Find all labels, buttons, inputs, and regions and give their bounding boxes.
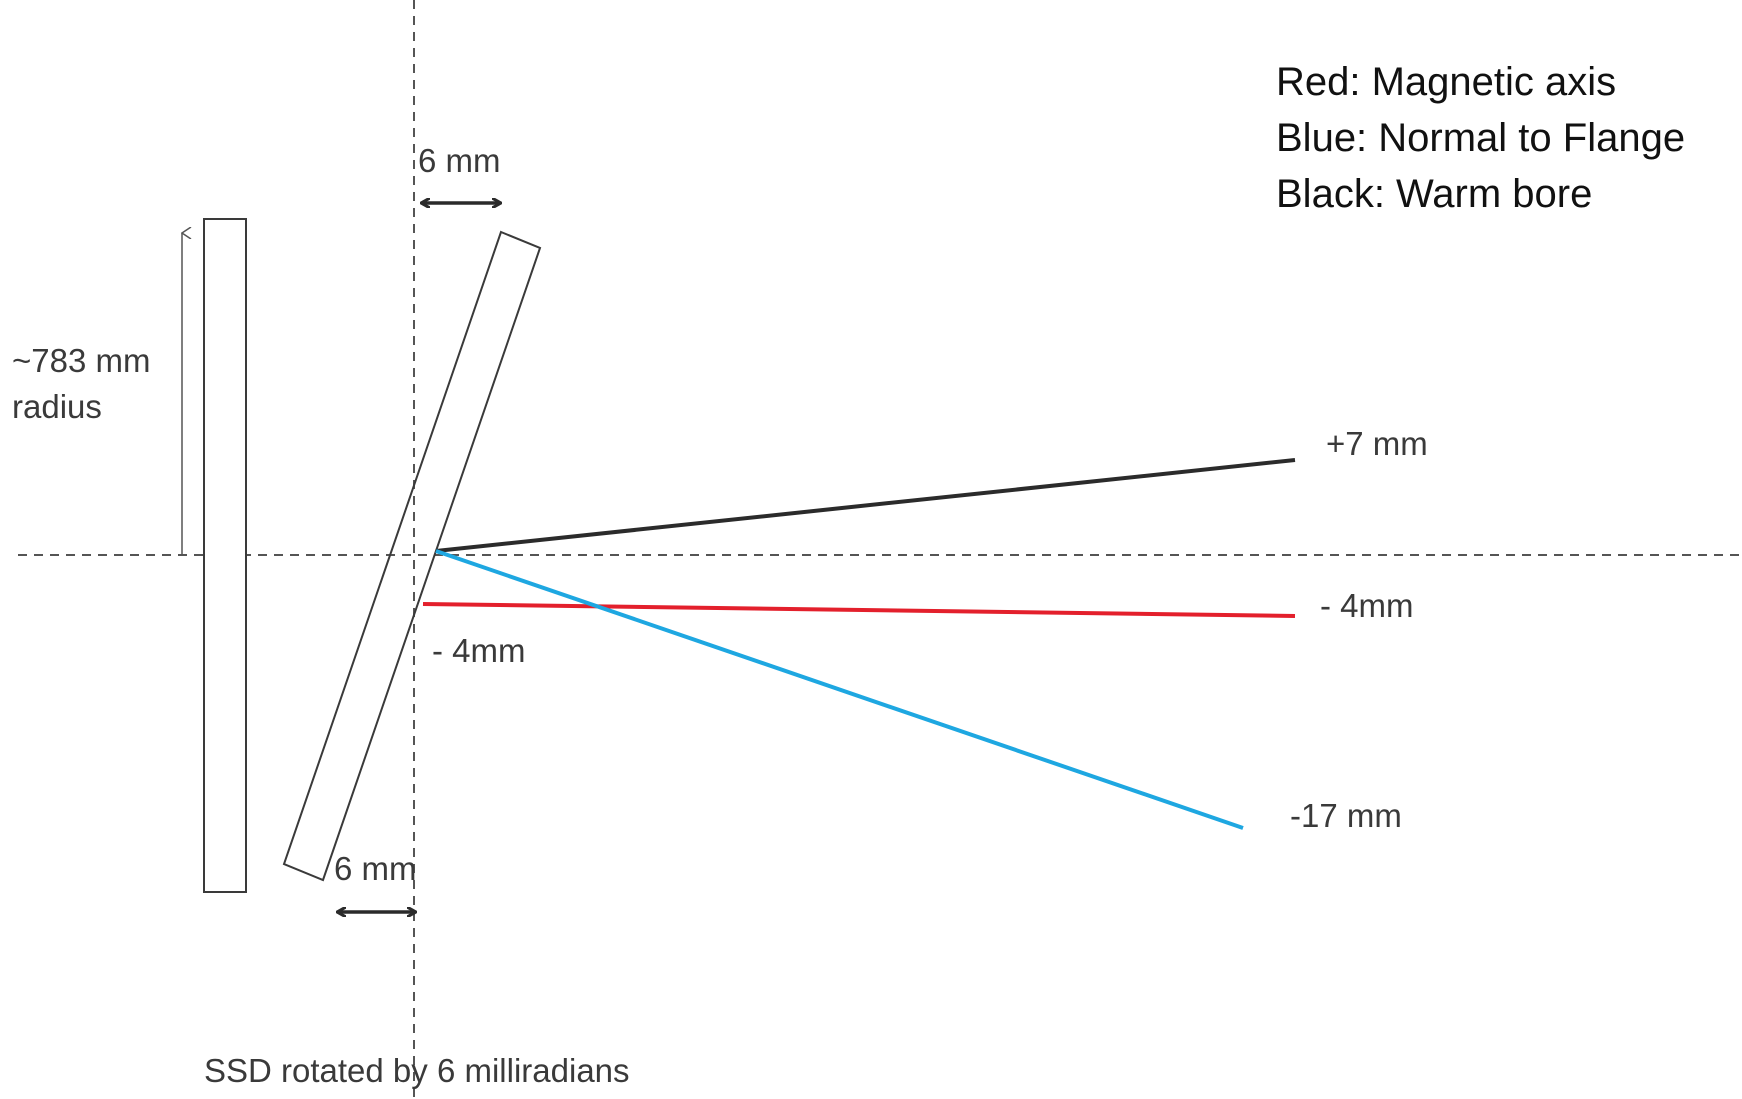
diagram-caption: SSD rotated by 6 milliradians bbox=[204, 1052, 630, 1089]
flange-normal-end-label: -17 mm bbox=[1290, 797, 1402, 834]
ssd-plate-reference bbox=[203, 218, 247, 893]
magnetic-axis-start-label: - 4mm bbox=[432, 632, 526, 669]
ssd-plate-rotated bbox=[282, 230, 542, 882]
warm-bore-end-label: +7 mm bbox=[1326, 425, 1428, 462]
legend-red: Red: Magnetic axis bbox=[1276, 60, 1616, 104]
legend-blue: Blue: Normal to Flange bbox=[1276, 116, 1685, 160]
gap-bottom-label: 6 mm bbox=[334, 850, 417, 887]
radius-label-line1: ~783 mm bbox=[12, 342, 150, 379]
radius-label-line2: radius bbox=[12, 388, 102, 425]
magnetic-axis-line bbox=[422, 602, 1296, 618]
flange-normal-line bbox=[435, 549, 1244, 830]
gap-top-label: 6 mm bbox=[418, 142, 501, 179]
legend-black: Black: Warm bore bbox=[1276, 172, 1592, 216]
warm-bore-line bbox=[435, 458, 1296, 553]
magnetic-axis-end-label: - 4mm bbox=[1320, 587, 1414, 624]
